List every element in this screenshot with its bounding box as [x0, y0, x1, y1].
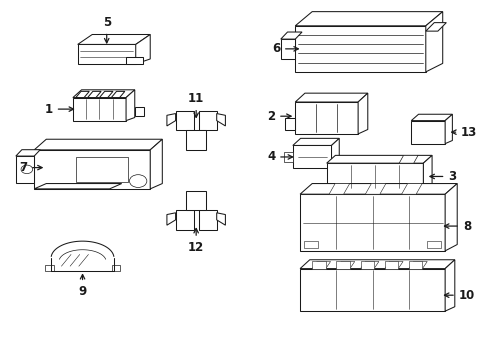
Polygon shape: [295, 93, 367, 102]
Polygon shape: [300, 260, 454, 269]
Polygon shape: [150, 139, 162, 189]
Polygon shape: [408, 261, 427, 269]
Polygon shape: [423, 156, 431, 190]
Text: 7: 7: [19, 161, 42, 174]
Polygon shape: [357, 93, 367, 134]
Polygon shape: [300, 184, 456, 194]
Polygon shape: [111, 91, 124, 98]
Polygon shape: [360, 261, 373, 269]
Polygon shape: [284, 118, 295, 130]
Polygon shape: [365, 184, 385, 194]
Polygon shape: [360, 261, 378, 269]
Polygon shape: [284, 152, 292, 162]
Polygon shape: [311, 261, 325, 269]
Circle shape: [21, 165, 33, 174]
Polygon shape: [425, 12, 442, 72]
Text: 1: 1: [44, 103, 73, 116]
Polygon shape: [175, 210, 193, 230]
Text: 8: 8: [444, 220, 470, 233]
Polygon shape: [34, 139, 162, 150]
Polygon shape: [166, 213, 175, 225]
Text: 11: 11: [188, 92, 204, 117]
Polygon shape: [111, 265, 120, 271]
Polygon shape: [410, 121, 444, 144]
Polygon shape: [408, 261, 422, 269]
Bar: [426, 240, 440, 248]
Polygon shape: [87, 91, 101, 98]
Polygon shape: [185, 191, 206, 210]
Polygon shape: [198, 210, 216, 230]
Polygon shape: [292, 145, 331, 168]
Polygon shape: [135, 107, 144, 116]
Polygon shape: [326, 156, 431, 163]
Polygon shape: [126, 90, 135, 121]
Polygon shape: [185, 130, 206, 150]
Polygon shape: [401, 184, 421, 194]
Polygon shape: [328, 184, 349, 194]
Polygon shape: [444, 184, 456, 251]
Polygon shape: [76, 91, 89, 98]
Polygon shape: [280, 39, 295, 59]
Text: 9: 9: [78, 275, 86, 298]
Polygon shape: [326, 163, 423, 190]
Polygon shape: [336, 261, 349, 269]
Polygon shape: [444, 260, 454, 311]
Polygon shape: [78, 35, 150, 44]
Polygon shape: [136, 35, 150, 64]
Polygon shape: [331, 138, 339, 168]
Polygon shape: [216, 213, 225, 225]
Polygon shape: [398, 156, 417, 163]
Text: 6: 6: [271, 42, 298, 55]
Polygon shape: [300, 269, 444, 311]
Polygon shape: [99, 91, 113, 98]
Text: 3: 3: [429, 170, 455, 183]
Text: 10: 10: [444, 289, 474, 302]
Polygon shape: [410, 114, 451, 121]
Polygon shape: [336, 261, 354, 269]
Polygon shape: [384, 261, 397, 269]
Polygon shape: [295, 12, 442, 26]
Polygon shape: [73, 90, 135, 98]
Polygon shape: [16, 150, 40, 156]
Polygon shape: [216, 113, 225, 126]
Text: 12: 12: [188, 229, 204, 254]
Text: 2: 2: [266, 110, 290, 123]
Bar: [76, 157, 128, 182]
Polygon shape: [16, 156, 34, 183]
Text: 5: 5: [102, 16, 111, 43]
Polygon shape: [295, 102, 357, 134]
Polygon shape: [300, 194, 444, 251]
Polygon shape: [34, 184, 122, 189]
Polygon shape: [280, 32, 302, 39]
Polygon shape: [295, 26, 425, 72]
Bar: [304, 240, 318, 248]
Polygon shape: [175, 111, 193, 130]
Polygon shape: [311, 261, 330, 269]
Polygon shape: [166, 113, 175, 126]
Polygon shape: [292, 138, 339, 145]
Polygon shape: [384, 261, 402, 269]
Polygon shape: [198, 111, 216, 130]
Text: 4: 4: [266, 150, 292, 163]
Polygon shape: [444, 114, 451, 144]
Polygon shape: [73, 98, 126, 121]
Polygon shape: [78, 44, 136, 64]
Circle shape: [129, 175, 146, 188]
Polygon shape: [45, 265, 53, 271]
Polygon shape: [425, 23, 446, 31]
Polygon shape: [126, 57, 142, 64]
Text: 13: 13: [451, 126, 476, 139]
Polygon shape: [34, 150, 150, 189]
